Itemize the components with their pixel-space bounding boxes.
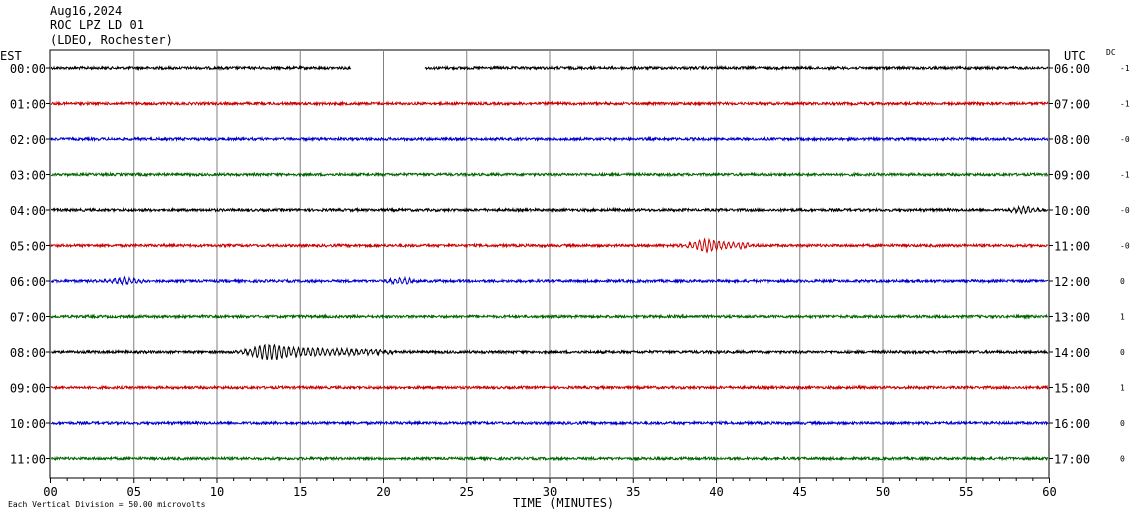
network-label: (LDEO, Rochester) — [50, 33, 173, 47]
x-axis-label: TIME (MINUTES) — [513, 496, 615, 510]
dc-offset-label: -0 — [1120, 135, 1130, 144]
utc-hour-label: 13:00 — [1054, 311, 1090, 325]
utc-hour-label: 06:00 — [1054, 62, 1090, 76]
x-tick-label: 30 — [543, 485, 557, 499]
utc-hour-label: 08:00 — [1054, 133, 1090, 147]
utc-hour-label: 11:00 — [1054, 240, 1090, 254]
utc-hour-label: 15:00 — [1054, 382, 1090, 396]
x-tick-label: 20 — [376, 485, 390, 499]
utc-hour-label: 17:00 — [1054, 453, 1090, 467]
x-tick-label: 10 — [210, 485, 224, 499]
date-label: Aug16,2024 — [50, 4, 123, 18]
x-tick-label: 45 — [793, 485, 807, 499]
dc-offset-label: 0 — [1120, 277, 1125, 286]
seismic-trace — [50, 100, 1049, 107]
dc-offset-label: -1 — [1120, 64, 1130, 73]
seismic-trace — [50, 204, 1049, 215]
seismic-trace — [50, 171, 1049, 178]
x-tick-label: 55 — [959, 485, 973, 499]
dc-offset-label: 0 — [1120, 419, 1125, 428]
utc-hour-label: 10:00 — [1054, 204, 1090, 218]
utc-label: UTC — [1064, 49, 1086, 63]
est-hour-label: 11:00 — [10, 453, 46, 467]
x-tick-label: 05 — [127, 485, 141, 499]
x-tick-label: 35 — [626, 485, 640, 499]
est-label: EST — [0, 49, 22, 63]
seismic-trace — [50, 419, 1049, 427]
est-hour-label: 08:00 — [10, 346, 46, 360]
est-hour-label: 01:00 — [10, 98, 46, 112]
dc-offset-label: -1 — [1120, 100, 1130, 109]
dc-offset-label: 1 — [1120, 384, 1125, 393]
seismic-trace — [50, 275, 1049, 286]
seismic-trace — [50, 384, 1049, 391]
seismic-trace — [50, 64, 1049, 72]
dc-offset-label: 1 — [1120, 313, 1125, 322]
est-hour-label: 04:00 — [10, 204, 46, 218]
x-tick-label: 50 — [876, 485, 890, 499]
dc-offset-label: -0 — [1120, 206, 1130, 215]
footnote: Each Vertical Division = 50.00 microvolt… — [8, 500, 206, 509]
est-hour-label: 05:00 — [10, 240, 46, 254]
seismic-trace — [50, 455, 1049, 462]
utc-hour-label: 14:00 — [1054, 346, 1090, 360]
est-hour-label: 10:00 — [10, 417, 46, 431]
dc-offset-label: 0 — [1120, 348, 1125, 357]
x-tick-label: 00 — [43, 485, 57, 499]
est-hour-label: 03:00 — [10, 169, 46, 183]
dc-offset-label: 0 — [1120, 455, 1125, 464]
station-label: ROC LPZ LD 01 — [50, 18, 144, 32]
utc-hour-label: 12:00 — [1054, 275, 1090, 289]
seismic-trace — [50, 135, 1049, 143]
utc-hour-label: 09:00 — [1054, 169, 1090, 183]
est-hour-label: 07:00 — [10, 311, 46, 325]
seismic-trace — [50, 343, 1049, 361]
est-hour-label: 06:00 — [10, 275, 46, 289]
x-tick-label: 60 — [1042, 485, 1056, 499]
x-tick-label: 15 — [293, 485, 307, 499]
est-hour-label: 02:00 — [10, 133, 46, 147]
utc-hour-label: 07:00 — [1054, 98, 1090, 112]
seismic-trace — [50, 237, 1049, 254]
dc-offset-label: -1 — [1120, 171, 1130, 180]
est-hour-label: 09:00 — [10, 382, 46, 396]
est-hour-label: 00:00 — [10, 62, 46, 76]
utc-hour-label: 16:00 — [1054, 417, 1090, 431]
dc-label: DC — [1106, 48, 1116, 57]
x-tick-label: 40 — [709, 485, 723, 499]
seismic-trace — [50, 313, 1049, 320]
dc-offset-label: -0 — [1120, 242, 1130, 251]
x-tick-label: 25 — [460, 485, 474, 499]
